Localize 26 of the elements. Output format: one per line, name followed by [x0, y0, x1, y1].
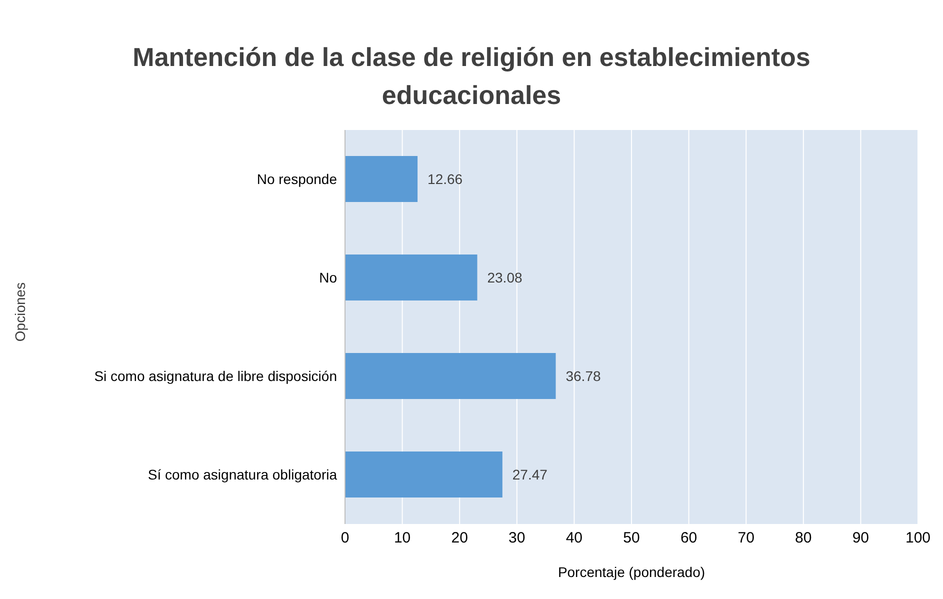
- x-axis-title: Porcentaje (ponderado): [558, 564, 706, 580]
- data-label: 23.08: [487, 269, 522, 286]
- x-tick-label: 30: [508, 530, 526, 547]
- x-tick-label: 0: [340, 530, 350, 547]
- x-tick-label: 20: [451, 530, 468, 547]
- y-axis-title: Opciones: [12, 282, 28, 342]
- data-label: 12.66: [428, 170, 463, 187]
- y-tick-label: No responde: [256, 171, 338, 188]
- bar: [345, 254, 478, 300]
- data-label: 27.47: [512, 466, 548, 482]
- x-tick-label: 80: [795, 530, 812, 547]
- y-tick-label: Sí como asignatura obligatoria: [148, 466, 338, 483]
- bar: [345, 353, 556, 399]
- x-tick-label: 50: [623, 530, 640, 547]
- y-tick-label: Si como asignatura de libre disposición: [94, 368, 337, 384]
- bar: [345, 156, 418, 202]
- data-label: 36.78: [566, 368, 601, 384]
- x-tick-label: 70: [738, 530, 754, 547]
- bar: [345, 452, 502, 498]
- y-tick-label: No: [319, 270, 338, 286]
- chart-title: Mantención de la clase de religión en establecimientos educacionales: [132, 41, 812, 112]
- x-tick-label: 100: [905, 530, 931, 547]
- x-tick-label: 90: [852, 530, 870, 547]
- x-tick-label: 40: [566, 530, 583, 547]
- x-tick-label: 60: [680, 530, 698, 547]
- x-tick-label: 10: [394, 530, 411, 547]
